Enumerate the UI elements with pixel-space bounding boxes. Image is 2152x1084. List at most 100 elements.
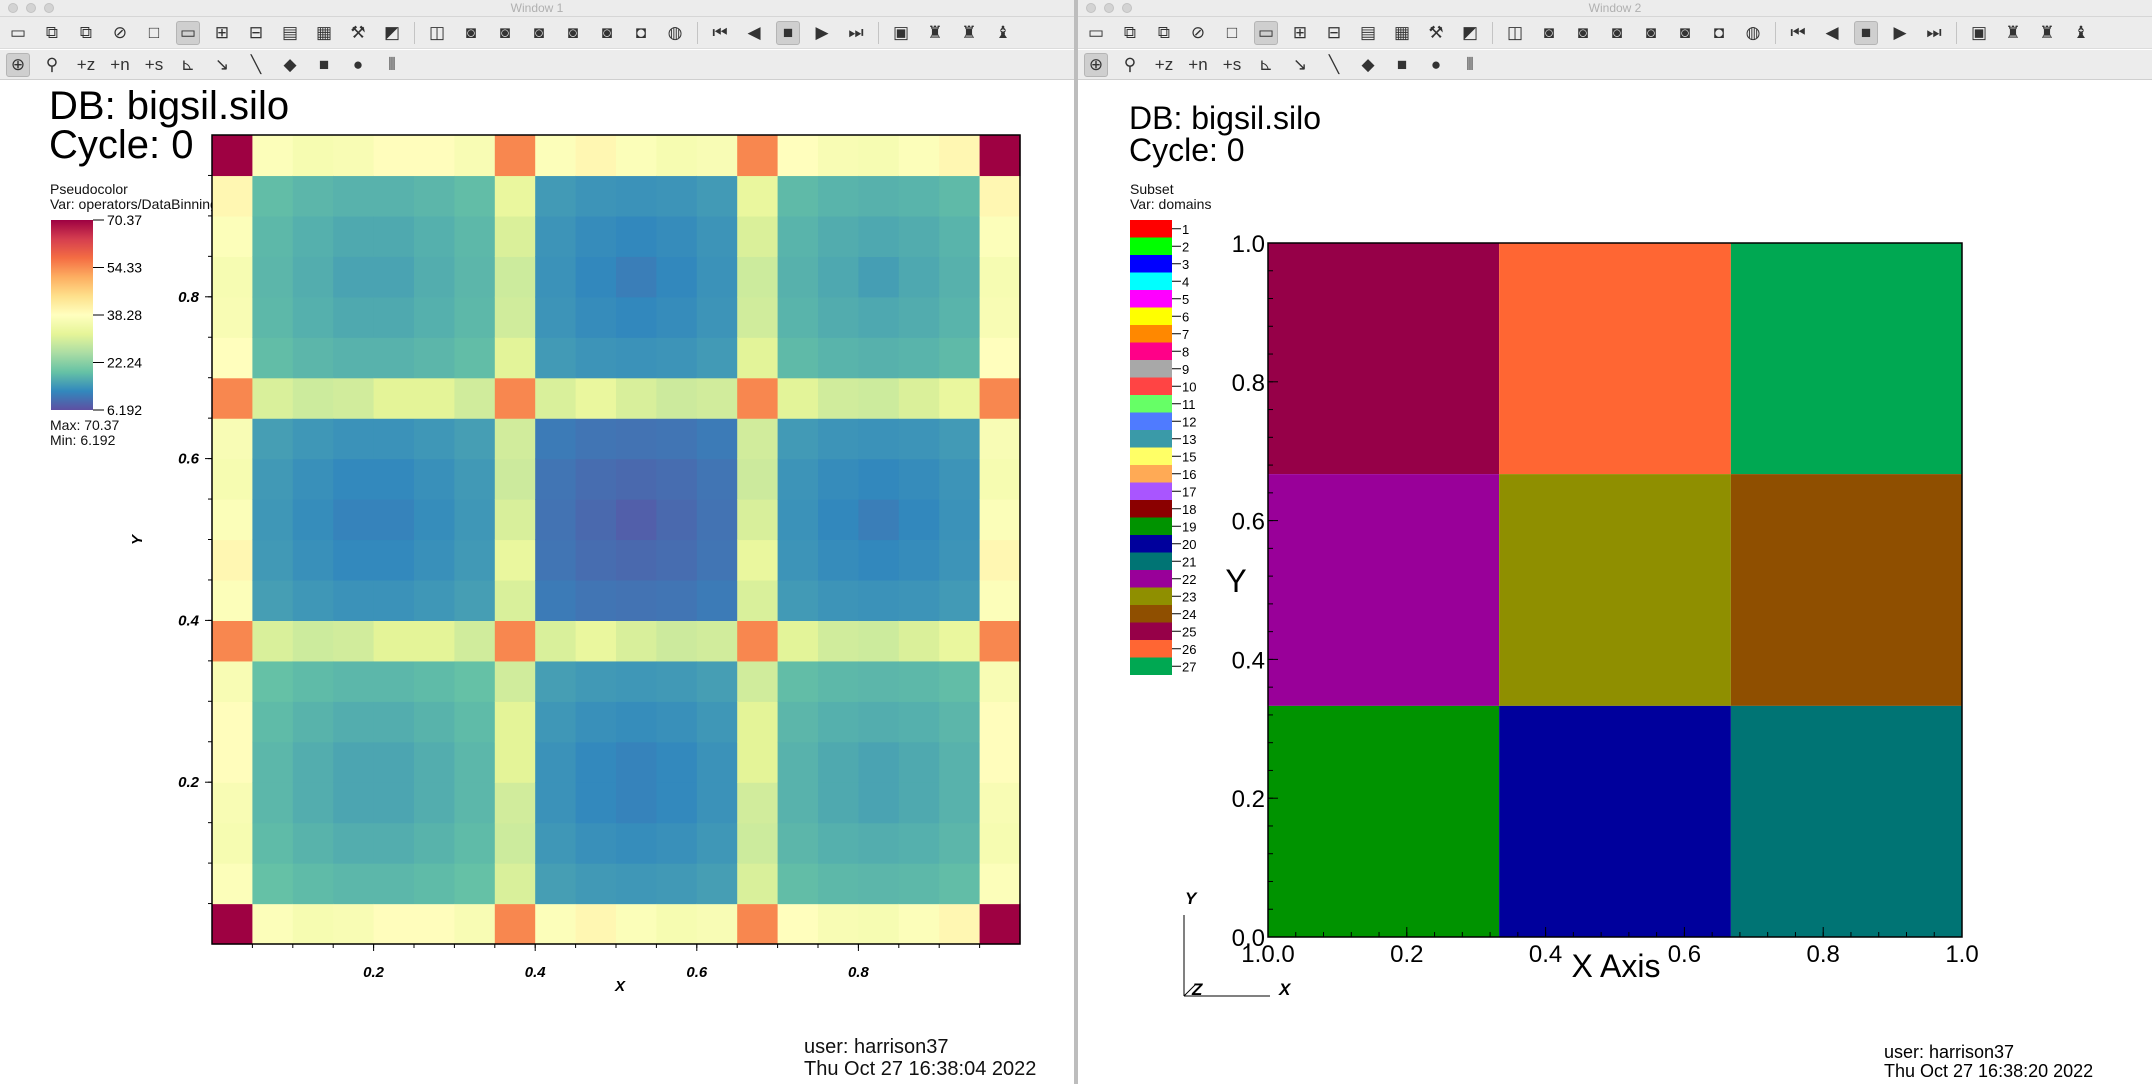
play-icon[interactable]: ▶ <box>1893 23 1907 42</box>
next-frame-icon[interactable]: ⏭ <box>1926 23 1942 42</box>
new-window-icon[interactable]: ▭ <box>1087 23 1105 42</box>
lineout-icon[interactable]: ♝ <box>995 23 1011 42</box>
pick-icon[interactable]: ♜ <box>927 23 943 42</box>
view-3d-icon[interactable]: ◫ <box>1506 23 1524 42</box>
new-window-icon[interactable]: ▭ <box>9 23 27 42</box>
pseudocolor-plot[interactable]: 0.2 0.4 0.6 0.8 0.2 0.4 0.6 0.8 X Y 70.37 54.33… <box>0 0 1074 1084</box>
pick-node-icon[interactable]: +n <box>1188 55 1208 74</box>
zoom-icon[interactable]: ⚲ <box>45 55 59 74</box>
layout-1x1-icon[interactable]: □ <box>148 23 160 42</box>
layout-2x3-icon[interactable]: ⊟ <box>248 23 264 42</box>
next-frame-icon[interactable]: ⏭ <box>848 23 864 42</box>
window-divider[interactable] <box>1074 0 1078 1084</box>
lock-time-icon[interactable]: ◩ <box>1461 23 1479 42</box>
plane-tool-icon[interactable]: ◆ <box>1361 55 1375 74</box>
camera-6-icon[interactable]: ◘ <box>635 23 647 42</box>
plane-tool-icon[interactable]: ◆ <box>283 55 297 74</box>
heatmap-cell <box>252 256 294 298</box>
pick-zone-icon[interactable]: +z <box>1154 55 1174 74</box>
curve-pick-icon[interactable]: ⊾ <box>1258 55 1274 74</box>
plot-area[interactable] <box>212 135 1021 945</box>
layout-2x4-icon[interactable]: ▤ <box>1359 23 1377 42</box>
plot-area[interactable] <box>1268 243 1962 937</box>
delete-window-icon[interactable]: ⊘ <box>112 23 128 42</box>
layout-2x4-icon[interactable]: ▤ <box>281 23 299 42</box>
reset-view-icon[interactable]: ◍ <box>1745 23 1761 42</box>
line-tool-icon[interactable]: ╲ <box>250 55 262 74</box>
camera-3-icon[interactable]: ◙ <box>1611 23 1623 42</box>
camera-2-icon[interactable]: ◙ <box>499 23 511 42</box>
maximize-window-icon[interactable] <box>44 3 54 13</box>
layout-3x3-icon[interactable]: ▦ <box>315 23 333 42</box>
pick-node-icon[interactable]: +n <box>110 55 130 74</box>
layout-2x3-icon[interactable]: ⊟ <box>1326 23 1342 42</box>
close-window-icon[interactable] <box>1086 3 1096 13</box>
view-3d-icon[interactable]: ◫ <box>428 23 446 42</box>
camera-5-icon[interactable]: ◙ <box>601 23 613 42</box>
heatmap-cell <box>898 337 940 379</box>
camera-6-icon[interactable]: ◘ <box>1713 23 1725 42</box>
camera-4-icon[interactable]: ◙ <box>1645 23 1657 42</box>
axis-restrict-icon[interactable]: ⦀ <box>1466 55 1474 74</box>
subset-plot[interactable]: 1234567891011121315161718192021222324252… <box>1078 0 2152 1084</box>
pick-icon[interactable]: ♜ <box>2005 23 2021 42</box>
camera-5-icon[interactable]: ◙ <box>1679 23 1691 42</box>
layout-1x2-icon[interactable]: ▭ <box>176 20 200 45</box>
navigate-icon[interactable]: ⊕ <box>6 52 30 77</box>
title-bar[interactable]: Window 2 <box>1078 0 2152 17</box>
lineout-tool-icon[interactable]: ↘ <box>1292 55 1308 74</box>
layout-1x1-icon[interactable]: □ <box>1226 23 1238 42</box>
stop-icon[interactable]: ■ <box>776 20 800 45</box>
lineout-tool-icon[interactable]: ↘ <box>214 55 230 74</box>
reset-view-icon[interactable]: ◍ <box>667 23 683 42</box>
query-icon[interactable]: ♜ <box>961 23 977 42</box>
heatmap-cell <box>333 701 375 743</box>
layout-1x2-icon[interactable]: ▭ <box>1254 20 1278 45</box>
clone-window-icon[interactable]: ⧉ <box>1123 23 1137 42</box>
lineout-icon[interactable]: ♝ <box>2073 23 2089 42</box>
save-image-icon[interactable]: ▣ <box>1970 23 1988 42</box>
camera-4-icon[interactable]: ◙ <box>567 23 579 42</box>
sphere-tool-icon[interactable]: ● <box>352 55 364 74</box>
camera-icon[interactable]: ◙ <box>1543 23 1555 42</box>
title-bar[interactable]: Window 1 <box>0 0 1074 17</box>
layout-2x2-icon[interactable]: ⊞ <box>1292 23 1308 42</box>
heatmap-cell <box>979 620 1021 662</box>
maximize-window-icon[interactable] <box>1122 3 1132 13</box>
delete-window-icon[interactable]: ⊘ <box>1190 23 1206 42</box>
minimize-window-icon[interactable] <box>1104 3 1114 13</box>
lock-view-icon[interactable]: ⚒ <box>350 23 366 42</box>
layout-2x2-icon[interactable]: ⊞ <box>214 23 230 42</box>
box-tool-icon[interactable]: ■ <box>1396 55 1408 74</box>
stop-icon[interactable]: ■ <box>1854 20 1878 45</box>
prev-frame-icon[interactable]: ◀ <box>1825 23 1839 42</box>
first-frame-icon[interactable]: ⏮ <box>1790 23 1806 42</box>
camera-3-icon[interactable]: ◙ <box>533 23 545 42</box>
pick-zone-icon[interactable]: +z <box>76 55 96 74</box>
pick-spread-icon[interactable]: +s <box>144 55 164 74</box>
sphere-tool-icon[interactable]: ● <box>1430 55 1442 74</box>
zoom-icon[interactable]: ⚲ <box>1123 55 1137 74</box>
navigate-icon[interactable]: ⊕ <box>1084 52 1108 77</box>
prev-frame-icon[interactable]: ◀ <box>747 23 761 42</box>
layout-3x3-icon[interactable]: ▦ <box>1393 23 1411 42</box>
clone-window-icon[interactable]: ⧉ <box>45 23 59 42</box>
heatmap-cell <box>414 660 455 702</box>
line-tool-icon[interactable]: ╲ <box>1328 55 1340 74</box>
copy-window-icon[interactable]: ⧉ <box>1157 23 1171 42</box>
save-image-icon[interactable]: ▣ <box>892 23 910 42</box>
copy-window-icon[interactable]: ⧉ <box>79 23 93 42</box>
pick-spread-icon[interactable]: +s <box>1222 55 1242 74</box>
close-window-icon[interactable] <box>8 3 18 13</box>
lock-time-icon[interactable]: ◩ <box>383 23 401 42</box>
lock-view-icon[interactable]: ⚒ <box>1428 23 1444 42</box>
minimize-window-icon[interactable] <box>26 3 36 13</box>
axis-restrict-icon[interactable]: ⦀ <box>388 55 396 74</box>
play-icon[interactable]: ▶ <box>815 23 829 42</box>
first-frame-icon[interactable]: ⏮ <box>712 23 728 42</box>
query-icon[interactable]: ♜ <box>2039 23 2055 42</box>
box-tool-icon[interactable]: ■ <box>318 55 330 74</box>
curve-pick-icon[interactable]: ⊾ <box>180 55 196 74</box>
camera-2-icon[interactable]: ◙ <box>1577 23 1589 42</box>
camera-icon[interactable]: ◙ <box>465 23 477 42</box>
